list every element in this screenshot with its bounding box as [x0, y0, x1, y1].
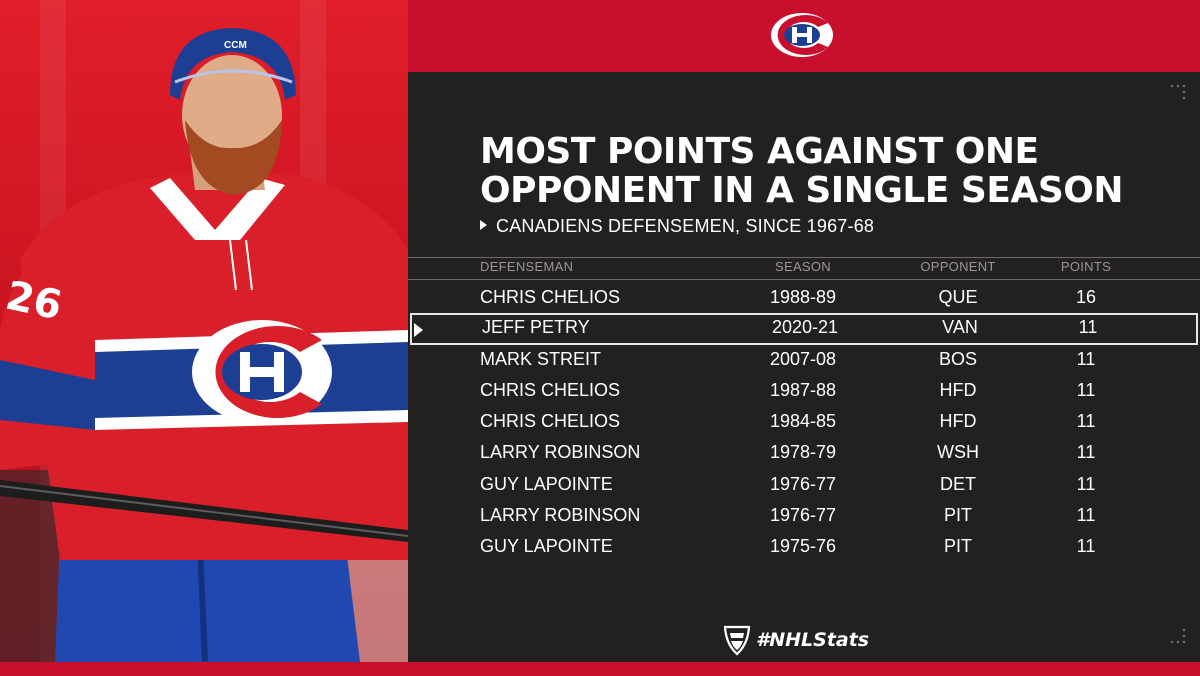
- row-season: 1976-77: [769, 505, 837, 525]
- table-row: LARRY ROBINSON 1978-79 WSH 11: [408, 438, 1200, 468]
- row-name: CHRIS CHELIOS: [480, 411, 621, 431]
- table-row: CHRIS CHELIOS 1984-85 HFD 11: [408, 407, 1200, 437]
- row-opponent: VAN: [942, 317, 978, 337]
- highlight-arrow-icon: [414, 323, 423, 337]
- row-opponent: WSH: [937, 442, 979, 462]
- row-points: 11: [1078, 317, 1098, 337]
- row-season: 2007-08: [769, 349, 837, 369]
- title-line-2: OPPONENT IN A SINGLE SEASON: [480, 170, 1123, 211]
- row-season: 1984-85: [769, 411, 837, 431]
- row-name: GUY LAPOINTE: [480, 536, 613, 556]
- row-name: CHRIS CHELIOS: [480, 287, 621, 307]
- table-row-highlighted: JEFF PETRY 2020-21 VAN 11: [410, 313, 1198, 345]
- row-points: 11: [1076, 505, 1096, 525]
- row-name: MARK STREIT: [480, 349, 602, 369]
- row-season: 1988-89: [769, 287, 837, 307]
- row-season: 2020-21: [771, 317, 839, 337]
- table-row: GUY LAPOINTE 1975-76 PIT 11: [408, 532, 1200, 562]
- footer-band: [0, 662, 1200, 676]
- row-season: 1975-76: [769, 536, 837, 556]
- row-season: 1987-88: [769, 380, 837, 400]
- row-points: 11: [1076, 536, 1096, 556]
- row-opponent: HFD: [939, 411, 977, 431]
- row-points: 11: [1076, 380, 1096, 400]
- player-illustration: [0, 28, 408, 662]
- row-points: 11: [1076, 411, 1096, 431]
- nhl-shield-icon: [723, 625, 751, 656]
- stats-panel: [408, 72, 1200, 662]
- row-opponent: DET: [940, 474, 976, 494]
- row-opponent: PIT: [943, 536, 972, 556]
- row-opponent: PIT: [943, 505, 972, 525]
- table-row: CHRIS CHELIOS 1988-89 QUE 16: [408, 283, 1200, 313]
- column-header-defenseman: DEFENSEMAN: [480, 259, 574, 274]
- row-opponent: HFD: [939, 380, 977, 400]
- row-name: CHRIS CHELIOS: [480, 380, 621, 400]
- dots-decoration-icon: [1170, 628, 1186, 644]
- canadiens-logo-icon: [771, 13, 833, 57]
- page-title: MOST POINTS AGAINST ONE OPPONENT IN A SI…: [480, 132, 1180, 210]
- row-name: LARRY ROBINSON: [480, 505, 641, 525]
- row-season: 1978-79: [769, 442, 837, 462]
- player-photo: CCM 26: [0, 0, 408, 662]
- row-name: LARRY ROBINSON: [480, 442, 641, 462]
- row-points: 11: [1076, 349, 1096, 369]
- column-header-points: POINTS: [1060, 259, 1112, 274]
- row-opponent: QUE: [938, 287, 978, 307]
- row-name: GUY LAPOINTE: [480, 474, 613, 494]
- row-name: JEFF PETRY: [482, 317, 590, 337]
- title-line-1: MOST POINTS AGAINST ONE: [480, 131, 1039, 172]
- table-row: GUY LAPOINTE 1976-77 DET 11: [408, 470, 1200, 500]
- subtitle: CANADIENS DEFENSEMEN, SINCE 1967-68: [480, 216, 874, 237]
- helmet-brand: CCM: [224, 40, 247, 51]
- subtitle-text: CANADIENS DEFENSEMEN, SINCE 1967-68: [496, 216, 875, 236]
- column-header-opponent: OPPONENT: [920, 259, 996, 274]
- table-row: LARRY ROBINSON 1976-77 PIT 11: [408, 501, 1200, 531]
- row-points: 11: [1076, 442, 1096, 462]
- table-row: MARK STREIT 2007-08 BOS 11: [408, 345, 1200, 375]
- row-season: 1976-77: [769, 474, 837, 494]
- column-header-season: SEASON: [775, 259, 831, 274]
- hashtag-text: #NHLStats: [756, 629, 870, 651]
- table-row: CHRIS CHELIOS 1987-88 HFD 11: [408, 376, 1200, 406]
- row-opponent: BOS: [938, 349, 977, 369]
- triangle-bullet-icon: [480, 220, 487, 230]
- row-points: 16: [1075, 287, 1097, 307]
- canadiens-crest: [192, 320, 332, 424]
- divider: [408, 257, 1200, 258]
- dots-decoration-icon: [1170, 84, 1186, 100]
- row-points: 11: [1076, 474, 1096, 494]
- divider: [408, 279, 1200, 280]
